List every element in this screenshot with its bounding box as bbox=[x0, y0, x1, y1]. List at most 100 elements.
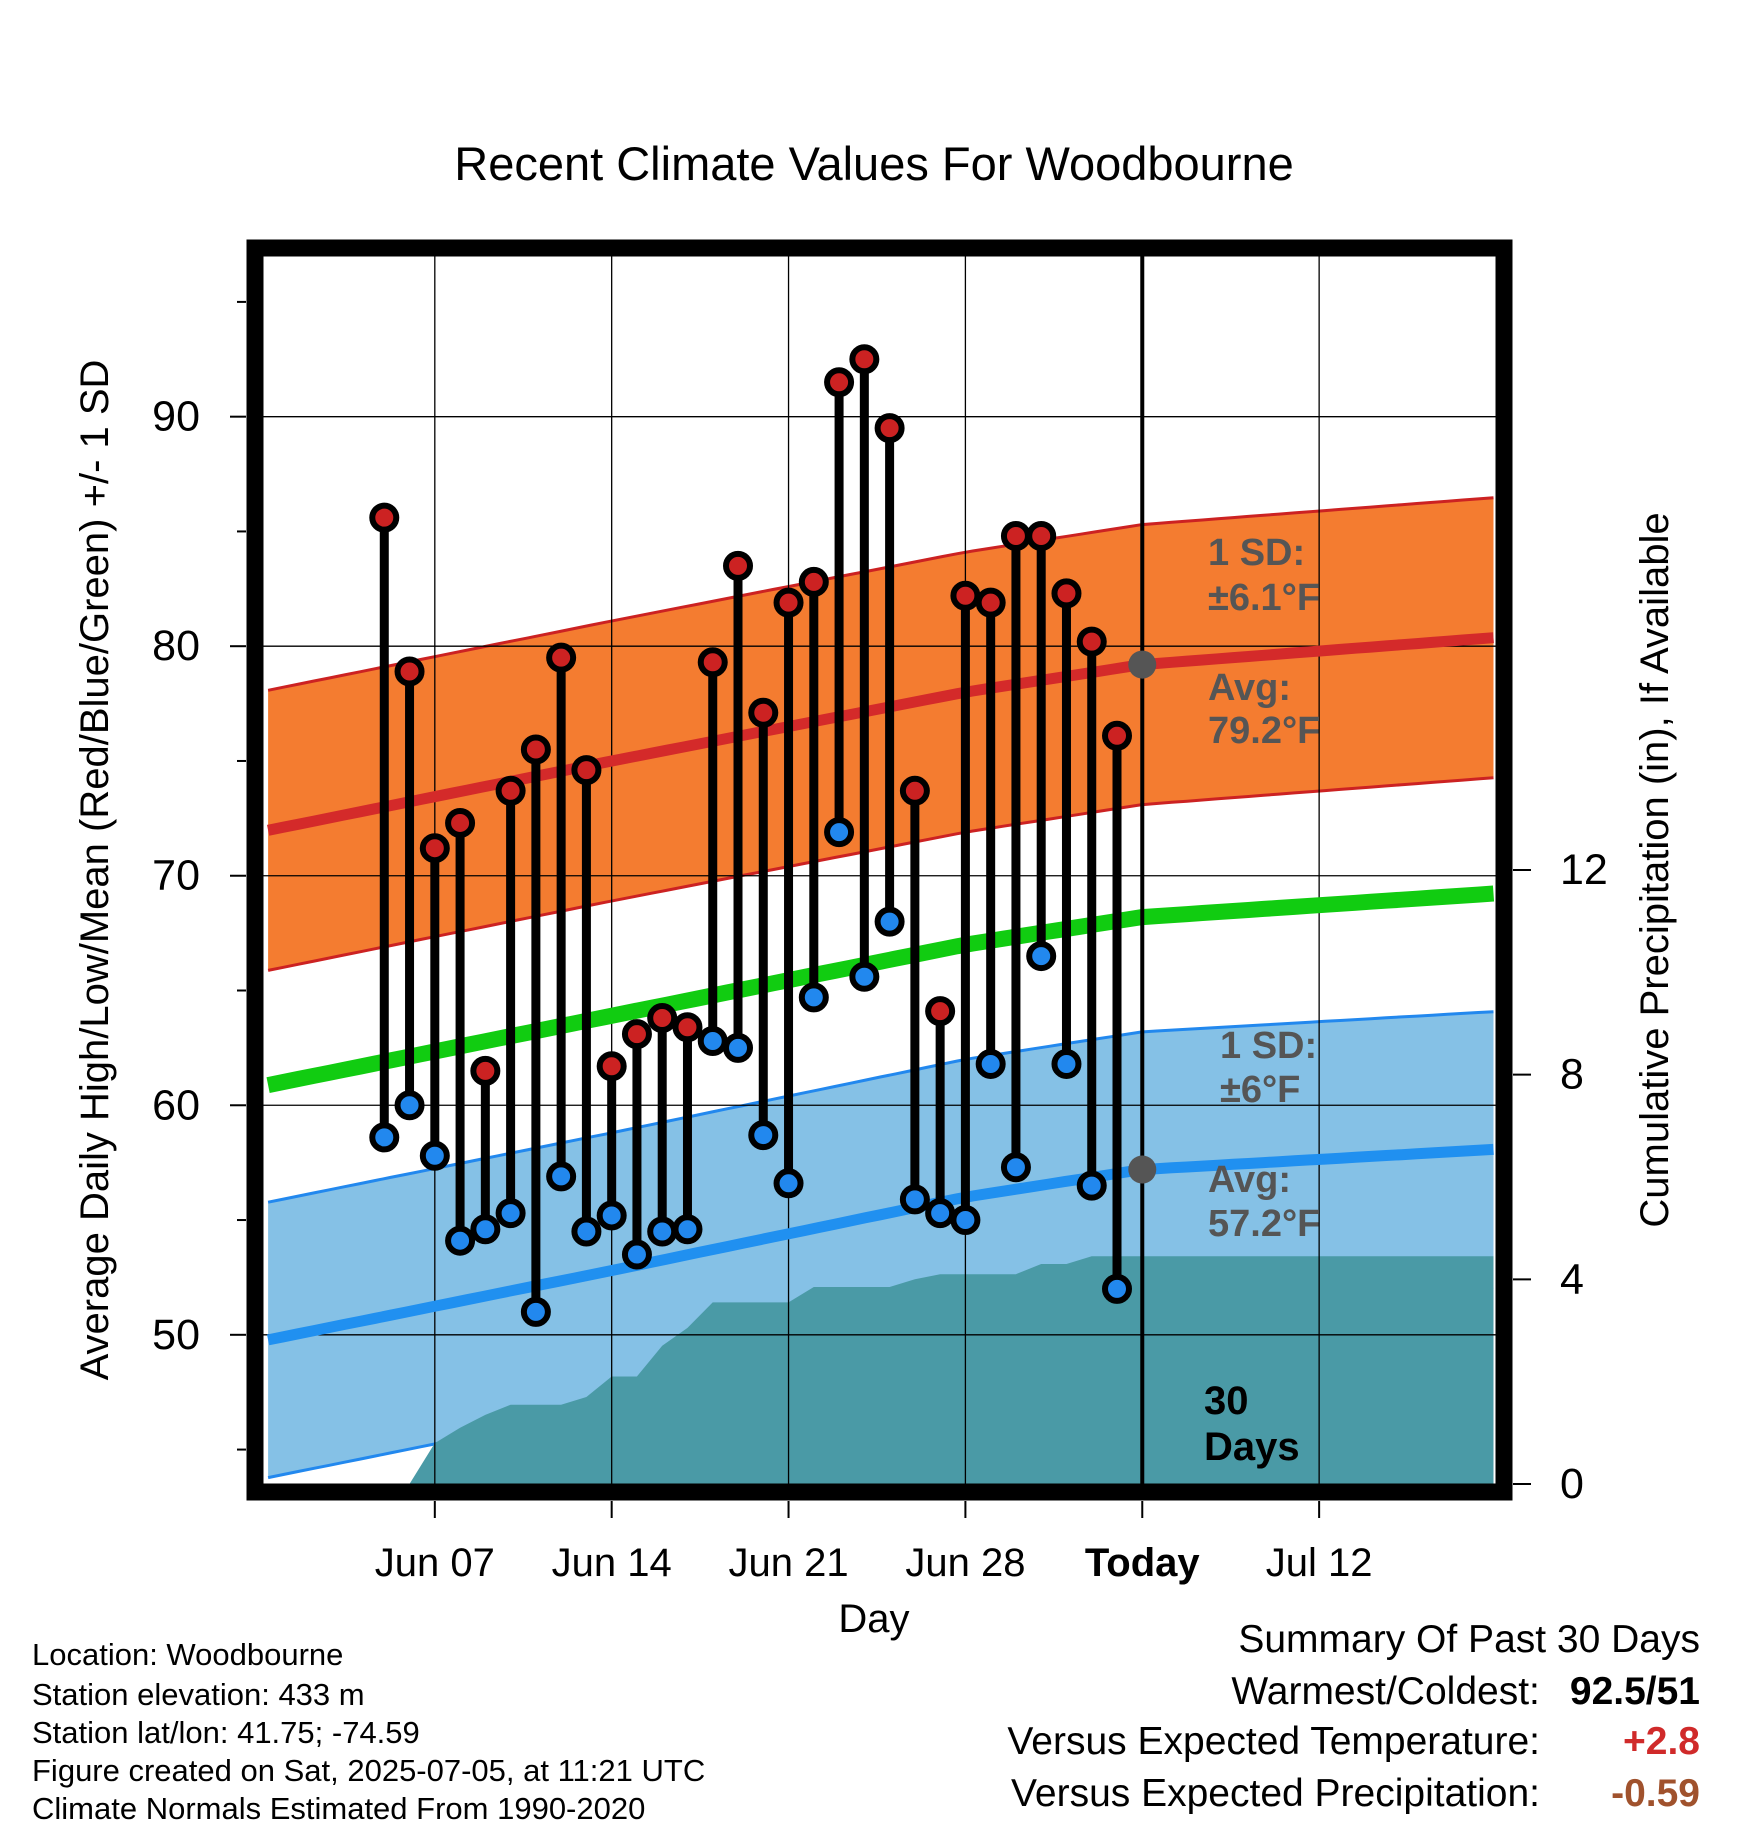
low-point bbox=[546, 1161, 577, 1192]
high-point bbox=[1051, 578, 1082, 609]
high-point bbox=[1076, 626, 1107, 657]
warmest-label: Warmest/Coldest: bbox=[1231, 1670, 1540, 1713]
x-tick-label: Jun 07 bbox=[375, 1541, 495, 1585]
x-tick-label: Jun 21 bbox=[728, 1541, 848, 1585]
high-point bbox=[925, 996, 956, 1027]
low-sd-upper-edge bbox=[267, 1010, 1494, 1204]
low-point bbox=[798, 982, 829, 1013]
low-point bbox=[1102, 1273, 1133, 1304]
high-point bbox=[596, 1051, 627, 1082]
created-label: Figure created on Sat, 2025-07-05, at 11… bbox=[32, 1753, 706, 1788]
low-point bbox=[596, 1200, 627, 1231]
x-tick-label: Jun 14 bbox=[552, 1541, 672, 1585]
low-point bbox=[723, 1032, 754, 1063]
high-point bbox=[849, 344, 880, 375]
precip-value: -0.59 bbox=[1611, 1772, 1700, 1815]
low-sd-fill bbox=[268, 1011, 1494, 1478]
summary-temp: Versus Expected Temperature: +2.8 bbox=[1007, 1720, 1700, 1764]
y2-tick-label: 4 bbox=[1560, 1255, 1584, 1303]
high-point bbox=[950, 580, 981, 611]
high-point bbox=[672, 1012, 703, 1043]
today-avg-low-marker bbox=[1128, 1155, 1157, 1184]
normals-label: Climate Normals Estimated From 1990-2020 bbox=[32, 1791, 646, 1826]
latlon-label: Station lat/lon: 41.75; -74.59 bbox=[32, 1715, 420, 1750]
high-point bbox=[899, 775, 930, 806]
chart-title: Recent Climate Values For Woodbourne bbox=[454, 137, 1293, 190]
precip-label: Versus Expected Precipitation: bbox=[1011, 1772, 1540, 1815]
avg-high-line bbox=[267, 632, 1494, 836]
y2-tick-label: 8 bbox=[1560, 1051, 1584, 1099]
today-avg-high-marker bbox=[1128, 650, 1157, 679]
y-tick-label: 90 bbox=[152, 393, 200, 441]
y2-axis-label: Cumulative Precipitation (in), If Availa… bbox=[1633, 512, 1677, 1227]
y-tick-label: 80 bbox=[152, 622, 200, 670]
low-point bbox=[1000, 1152, 1031, 1183]
low-point bbox=[849, 961, 880, 992]
daily-range-stems bbox=[379, 359, 1122, 1312]
low-point bbox=[1026, 941, 1057, 972]
high-point bbox=[470, 1055, 501, 1086]
y-axis-label: Average Daily High/Low/Mean (Red/Blue/Gr… bbox=[73, 360, 117, 1381]
y2-tick-label: 0 bbox=[1560, 1460, 1584, 1508]
high-point bbox=[1026, 521, 1057, 552]
annotation-value: ±6.1°F bbox=[1208, 577, 1320, 619]
high-point bbox=[647, 1003, 678, 1034]
today-window-label: 30 bbox=[1204, 1379, 1249, 1423]
y-tick-label: 60 bbox=[152, 1081, 200, 1129]
annotation-value: 57.2°F bbox=[1208, 1203, 1320, 1245]
y-tick-label: 50 bbox=[152, 1311, 200, 1359]
high-sd-upper-edge bbox=[267, 496, 1494, 692]
low-point bbox=[697, 1026, 728, 1057]
low-point bbox=[748, 1120, 779, 1151]
low-point bbox=[495, 1198, 526, 1229]
high-point bbox=[546, 642, 577, 673]
temp-label: Versus Expected Temperature: bbox=[1007, 1720, 1540, 1763]
low-point bbox=[899, 1184, 930, 1215]
low-point bbox=[470, 1214, 501, 1245]
high-sd-fill bbox=[268, 497, 1494, 971]
high-point bbox=[419, 833, 450, 864]
cumulative-precip-area bbox=[268, 1256, 1494, 1484]
annotation-value: ±6°F bbox=[1220, 1069, 1300, 1111]
low-point bbox=[621, 1239, 652, 1270]
high-point bbox=[520, 734, 551, 765]
annotation-label: 1 SD: bbox=[1208, 532, 1305, 574]
x-tick-label: Jul 12 bbox=[1266, 1541, 1373, 1585]
plot-border bbox=[246, 239, 1513, 1501]
daily-points bbox=[369, 344, 1157, 1327]
high-point bbox=[1000, 521, 1031, 552]
plot-frame bbox=[246, 239, 1513, 1501]
low-point bbox=[419, 1140, 450, 1171]
low-point bbox=[647, 1216, 678, 1247]
low-point bbox=[571, 1216, 602, 1247]
summary-warmest: Warmest/Coldest: 92.5/51 bbox=[1231, 1670, 1700, 1714]
low-point bbox=[925, 1198, 956, 1229]
annotation-label: Avg: bbox=[1208, 667, 1291, 709]
high-point bbox=[723, 550, 754, 581]
x-tick-label: Today bbox=[1085, 1541, 1201, 1585]
axes: 50 60 70 80 90 0 4 8 12 Jun 07 Jun 14 Jun 21 Jun 28 T… bbox=[73, 300, 1677, 1641]
high-sd-band bbox=[267, 496, 1494, 972]
annotation-label: 1 SD: bbox=[1220, 1025, 1317, 1067]
low-point bbox=[445, 1225, 476, 1256]
low-point bbox=[672, 1214, 703, 1245]
x-tick-label: Jun 28 bbox=[905, 1541, 1025, 1585]
location-label: Location: Woodbourne bbox=[32, 1637, 344, 1672]
high-sd-lower-edge bbox=[267, 776, 1494, 972]
y2-tick-label: 12 bbox=[1560, 846, 1608, 894]
grid bbox=[263, 256, 1496, 1484]
high-point bbox=[571, 755, 602, 786]
annotation-value: 79.2°F bbox=[1208, 710, 1320, 752]
high-point bbox=[1102, 720, 1133, 751]
low-point bbox=[520, 1296, 551, 1327]
high-point bbox=[975, 587, 1006, 618]
high-point bbox=[621, 1019, 652, 1050]
annotation-label: Avg: bbox=[1208, 1159, 1291, 1201]
today-window-label: Days bbox=[1204, 1425, 1300, 1469]
low-point bbox=[1051, 1048, 1082, 1079]
avg-mean-line bbox=[266, 885, 1495, 1093]
temp-value: +2.8 bbox=[1623, 1720, 1700, 1763]
summary-precip: Versus Expected Precipitation: -0.59 bbox=[1011, 1772, 1700, 1816]
low-point bbox=[824, 817, 855, 848]
